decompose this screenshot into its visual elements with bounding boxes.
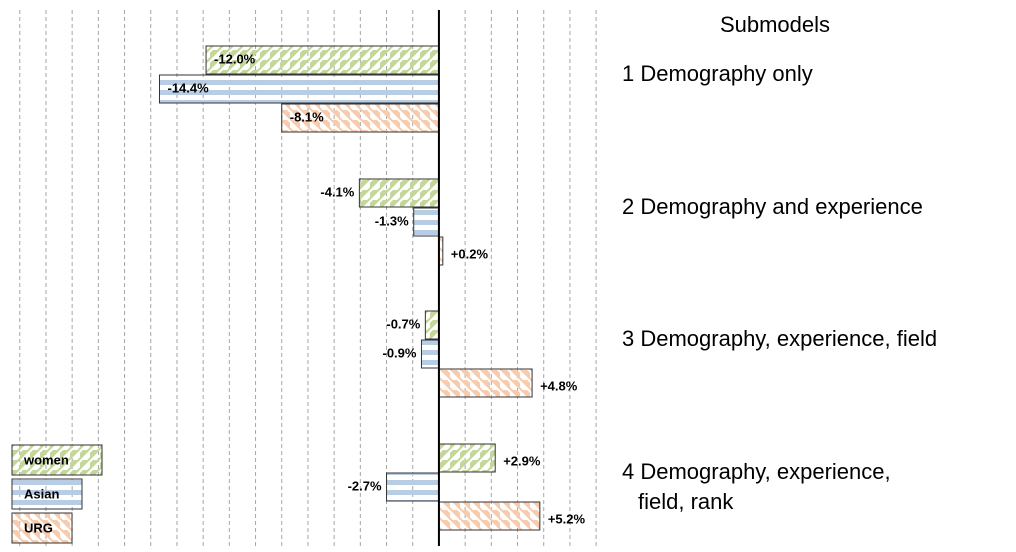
bar xyxy=(438,501,541,531)
value-label: -4.1% xyxy=(320,184,354,199)
bar xyxy=(358,178,440,208)
value-label: -0.7% xyxy=(386,316,420,331)
legend-swatch xyxy=(11,444,103,476)
value-label: +5.2% xyxy=(548,511,586,526)
submodel-label: 2 Demography and experience xyxy=(622,194,923,219)
bar xyxy=(424,310,440,340)
value-label: -0.9% xyxy=(382,345,416,360)
submodel-label: 1 Demography only xyxy=(622,61,813,86)
value-label: -14.4% xyxy=(167,80,209,95)
value-label: -2.7% xyxy=(348,478,382,493)
legend-label: women xyxy=(23,452,69,467)
submodel-label: 4 Demography, experience, field, rank xyxy=(622,459,891,514)
legend-swatch xyxy=(11,512,73,544)
submodel-label: 3 Demography, experience, field xyxy=(622,326,938,351)
value-label: +2.9% xyxy=(503,453,541,468)
value-label: +4.8% xyxy=(540,378,578,393)
legend-title: Submodels xyxy=(719,12,831,37)
bar xyxy=(438,443,496,473)
bar xyxy=(420,339,440,369)
legend-swatch xyxy=(11,478,83,510)
value-label: -1.3% xyxy=(375,213,409,228)
legend-label: URG xyxy=(24,520,53,535)
bar xyxy=(205,45,440,75)
value-label: -12.0% xyxy=(214,51,256,66)
bar xyxy=(413,207,440,237)
legend-label: Asian xyxy=(24,486,59,501)
bar xyxy=(386,472,440,502)
bar xyxy=(438,368,533,398)
value-label: +0.2% xyxy=(451,246,489,261)
value-label: -8.1% xyxy=(290,109,324,124)
